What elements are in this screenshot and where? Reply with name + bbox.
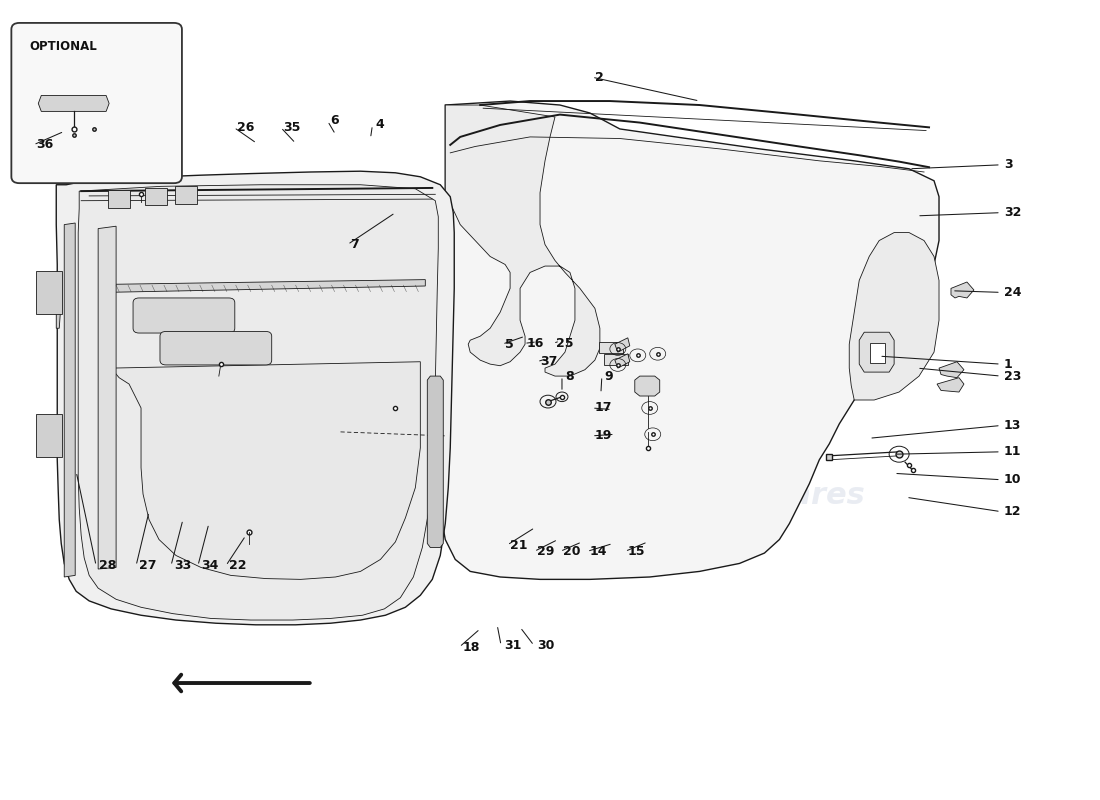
- Text: 9: 9: [605, 370, 614, 382]
- Polygon shape: [56, 273, 62, 328]
- Text: 35: 35: [284, 121, 301, 134]
- Text: 37: 37: [540, 355, 558, 368]
- Text: 3: 3: [1004, 158, 1012, 171]
- FancyBboxPatch shape: [175, 186, 197, 204]
- Polygon shape: [111, 362, 420, 579]
- Text: 24: 24: [1004, 286, 1022, 299]
- Text: 36: 36: [36, 138, 54, 151]
- Polygon shape: [78, 185, 438, 620]
- Text: 30: 30: [537, 639, 554, 652]
- Text: 31: 31: [504, 639, 521, 652]
- Text: 26: 26: [236, 121, 254, 134]
- Polygon shape: [859, 332, 894, 372]
- Text: 10: 10: [1004, 474, 1022, 486]
- FancyBboxPatch shape: [145, 188, 167, 206]
- Polygon shape: [939, 362, 964, 378]
- Polygon shape: [615, 354, 630, 368]
- FancyBboxPatch shape: [160, 331, 272, 365]
- Text: 8: 8: [565, 370, 573, 382]
- FancyBboxPatch shape: [870, 343, 886, 362]
- Text: 18: 18: [462, 641, 480, 654]
- Text: 27: 27: [139, 559, 156, 572]
- Text: 5: 5: [505, 338, 514, 350]
- Text: 7: 7: [351, 238, 360, 251]
- Text: 14: 14: [590, 545, 607, 558]
- Polygon shape: [952, 282, 974, 298]
- Text: 16: 16: [527, 337, 544, 350]
- Polygon shape: [440, 101, 939, 579]
- Text: 19: 19: [595, 430, 613, 442]
- Text: 11: 11: [1004, 446, 1022, 458]
- FancyBboxPatch shape: [604, 354, 628, 365]
- Polygon shape: [849, 233, 939, 400]
- Text: 13: 13: [1004, 419, 1021, 432]
- Polygon shape: [427, 376, 443, 547]
- Text: 23: 23: [1004, 370, 1021, 382]
- Text: 34: 34: [201, 559, 218, 572]
- FancyBboxPatch shape: [108, 190, 130, 208]
- Text: eurospares: eurospares: [201, 330, 394, 358]
- Text: 28: 28: [99, 559, 117, 572]
- Text: 25: 25: [556, 337, 573, 350]
- Text: 15: 15: [628, 545, 646, 558]
- Text: 20: 20: [563, 545, 581, 558]
- Polygon shape: [39, 95, 109, 111]
- FancyBboxPatch shape: [36, 271, 63, 314]
- Polygon shape: [615, 338, 630, 352]
- FancyBboxPatch shape: [36, 414, 63, 458]
- Text: OPTIONAL: OPTIONAL: [30, 40, 97, 53]
- Text: 4: 4: [375, 118, 384, 131]
- FancyBboxPatch shape: [598, 342, 623, 353]
- Text: 1: 1: [1004, 358, 1013, 370]
- Text: 33: 33: [174, 559, 191, 572]
- Text: 21: 21: [510, 538, 528, 551]
- Polygon shape: [106, 280, 426, 292]
- Polygon shape: [446, 105, 600, 376]
- Polygon shape: [56, 171, 454, 625]
- Text: 12: 12: [1004, 505, 1022, 518]
- Text: 29: 29: [537, 545, 554, 558]
- Text: 6: 6: [331, 114, 339, 127]
- Text: 2: 2: [595, 70, 604, 84]
- Text: 32: 32: [1004, 206, 1021, 219]
- FancyBboxPatch shape: [133, 298, 234, 333]
- Text: 17: 17: [595, 402, 613, 414]
- FancyBboxPatch shape: [11, 23, 182, 183]
- Text: eurospares: eurospares: [673, 481, 866, 510]
- Polygon shape: [64, 223, 75, 577]
- Text: 22: 22: [229, 559, 246, 572]
- Polygon shape: [635, 376, 660, 396]
- Polygon shape: [937, 378, 964, 392]
- Polygon shape: [98, 226, 117, 569]
